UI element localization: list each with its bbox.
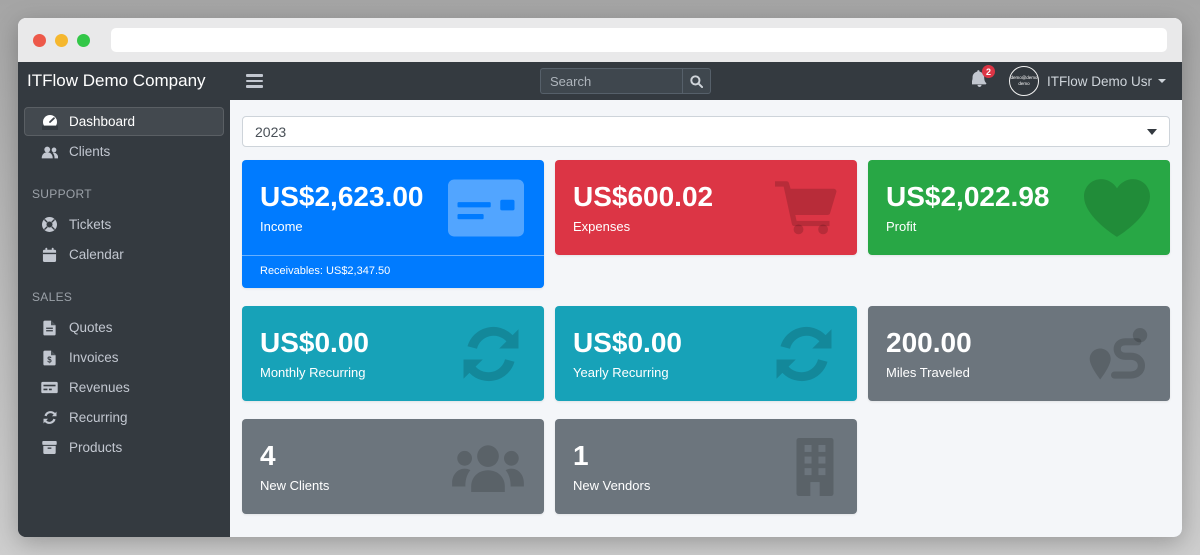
window-close-button[interactable] — [33, 33, 46, 47]
sidebar-item-revenues[interactable]: Revenues — [24, 373, 224, 402]
sidebar-item-calendar[interactable]: Calendar — [24, 240, 224, 269]
money-check-icon — [41, 379, 58, 396]
income-card[interactable]: US$2,623.00 Income Receivables: US$2,347… — [242, 160, 544, 288]
users-icon — [452, 442, 524, 492]
search-button[interactable] — [682, 68, 711, 94]
expenses-label: Expenses — [573, 218, 631, 234]
monthly-recurring-label: Monthly Recurring — [260, 364, 366, 380]
yearly-recurring-value: US$0.00 — [573, 327, 682, 359]
sidebar-item-label: Clients — [69, 144, 111, 159]
sidebar-nav: Dashboard Clients SUPPORT Tickets — [18, 100, 230, 462]
monthly-recurring-value: US$0.00 — [260, 327, 369, 359]
brand-title[interactable]: ITFlow Demo Company — [27, 71, 206, 90]
expenses-card[interactable]: US$600.02 Expenses — [555, 160, 857, 255]
file-alt-icon — [41, 319, 58, 336]
browser-url-bar[interactable] — [111, 28, 1167, 52]
file-invoice-dollar-icon: $ — [41, 349, 58, 366]
sidebar-item-label: Recurring — [69, 410, 128, 425]
sidebar-item-tickets[interactable]: Tickets — [24, 210, 224, 239]
svg-text:$: $ — [47, 355, 52, 364]
new-clients-label: New Clients — [260, 477, 330, 493]
expenses-value: US$600.02 — [573, 181, 714, 213]
profit-value: US$2,022.98 — [886, 181, 1050, 213]
sidebar-section-support: SUPPORT — [32, 187, 92, 201]
sidebar-item-label: Tickets — [69, 217, 112, 232]
avatar[interactable]: demo@demo demo — [1008, 66, 1039, 96]
browser-titlebar — [18, 18, 1182, 62]
new-vendors-card[interactable]: 1 New Vendors — [555, 419, 857, 514]
avatar-text-line1: demo@demo — [1010, 74, 1038, 80]
browser-window: ITFlow Demo Company Dashboard Clients SU… — [18, 18, 1182, 537]
yearly-recurring-label: Yearly Recurring — [573, 364, 669, 380]
yearly-recurring-card[interactable]: US$0.00 Yearly Recurring — [555, 306, 857, 401]
notifications-button[interactable]: 2 — [970, 65, 995, 92]
users-icon — [41, 143, 58, 160]
sidebar-item-label: Calendar — [69, 247, 124, 262]
year-select[interactable]: 2023 — [242, 116, 1170, 147]
miles-traveled-value: 200.00 — [886, 327, 972, 359]
miles-traveled-label: Miles Traveled — [886, 364, 970, 380]
heart-icon — [1084, 178, 1150, 237]
box-icon — [41, 439, 58, 456]
building-icon — [793, 437, 837, 496]
monthly-recurring-card[interactable]: US$0.00 Monthly Recurring — [242, 306, 544, 401]
sidebar-item-invoices[interactable]: $ Invoices — [24, 343, 224, 372]
stat-cards-grid: US$2,623.00 Income Receivables: US$2,347… — [242, 160, 1170, 514]
route-icon — [1088, 326, 1150, 382]
new-vendors-value: 1 — [573, 440, 589, 472]
income-value: US$2,623.00 — [260, 181, 424, 213]
sidebar-item-recurring[interactable]: Recurring — [24, 403, 224, 432]
calendar-icon — [41, 246, 58, 263]
sidebar-item-label: Revenues — [69, 380, 130, 395]
new-clients-card[interactable]: 4 New Clients — [242, 419, 544, 514]
sync-icon — [771, 326, 837, 381]
menu-toggle-button[interactable] — [246, 72, 263, 91]
sidebar-item-label: Invoices — [69, 350, 119, 365]
life-ring-icon — [41, 216, 58, 233]
search-group — [540, 68, 711, 94]
profit-card[interactable]: US$2,022.98 Profit — [868, 160, 1170, 255]
sidebar-item-label: Quotes — [69, 320, 113, 335]
tachometer-icon — [41, 113, 58, 130]
sync-icon — [458, 326, 524, 381]
new-vendors-label: New Vendors — [573, 477, 651, 493]
income-receivables: Receivables: US$2,347.50 — [242, 255, 544, 288]
sidebar-item-quotes[interactable]: Quotes — [24, 313, 224, 342]
sidebar-item-label: Products — [69, 440, 123, 455]
caret-down-icon — [1158, 79, 1166, 83]
notification-badge: 2 — [981, 65, 995, 78]
avatar-text-line2: demo — [1018, 81, 1030, 86]
user-name-label: ITFlow Demo Usr — [1046, 73, 1152, 89]
year-select-value: 2023 — [255, 123, 287, 140]
search-icon — [690, 74, 704, 88]
sidebar-item-clients[interactable]: Clients — [24, 137, 224, 166]
income-label: Income — [260, 218, 303, 234]
credit-card-icon — [448, 179, 524, 236]
user-menu[interactable]: ITFlow Demo Usr — [1047, 74, 1166, 89]
shopping-cart-icon — [775, 180, 837, 235]
sidebar-item-dashboard[interactable]: Dashboard — [24, 107, 224, 136]
window-minimize-button[interactable] — [55, 33, 68, 47]
chevron-down-icon — [1147, 128, 1157, 135]
top-navbar: 2 demo@demo demo ITFlow Demo Usr — [230, 62, 1182, 100]
sidebar: ITFlow Demo Company Dashboard Clients SU… — [18, 62, 230, 537]
miles-traveled-card[interactable]: 200.00 Miles Traveled — [868, 306, 1170, 401]
window-maximize-button[interactable] — [77, 33, 90, 47]
sync-icon — [41, 409, 58, 426]
sidebar-item-label: Dashboard — [69, 114, 136, 129]
sidebar-item-products[interactable]: Products — [24, 433, 224, 462]
new-clients-value: 4 — [260, 440, 276, 472]
profit-label: Profit — [886, 218, 917, 234]
search-input[interactable] — [540, 68, 682, 94]
sidebar-section-sales: SALES — [32, 290, 73, 304]
main-content: 2023 US$2,623.00 Income — [230, 100, 1182, 537]
